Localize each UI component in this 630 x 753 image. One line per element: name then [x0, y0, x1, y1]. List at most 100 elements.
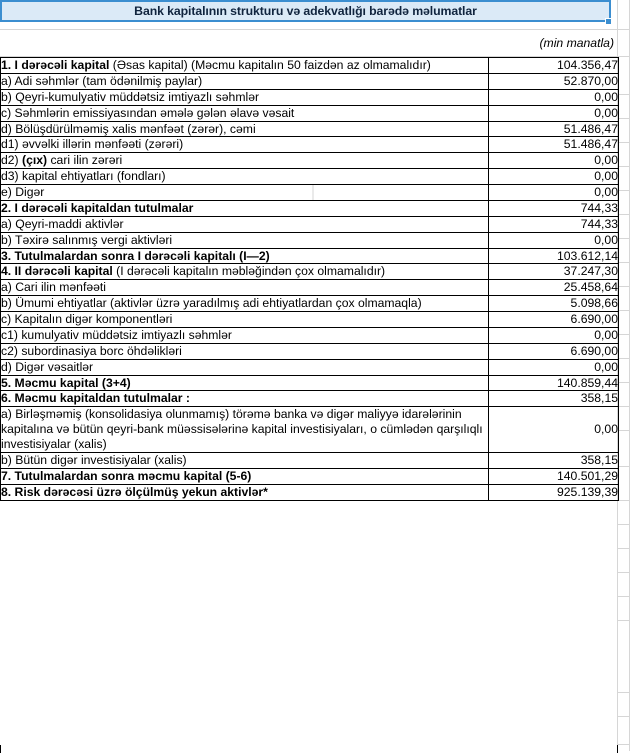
row-value-cell[interactable]: 0,00	[488, 358, 619, 376]
row-value-cell[interactable]: 744,33	[488, 199, 619, 217]
row-label-prefix: 1. I dərəcəli kapital	[1, 58, 110, 72]
row-label-cell[interactable]: c2) subordinasiya borc öhdəlikləri	[0, 342, 489, 360]
row-label-cell[interactable]: a) Qeyri-maddi aktivlər	[0, 215, 489, 233]
row-value-cell[interactable]: 104.356,47	[488, 57, 619, 74]
row-label-cell[interactable]: d) Digər vəsaitlər	[0, 358, 489, 376]
row-value: 0,00	[594, 359, 618, 374]
row-value-cell[interactable]: 358,15	[488, 390, 619, 408]
table-row: e) Digər 0,00	[0, 184, 619, 201]
row-label-prefix: 4. II dərəcəli kapital	[1, 264, 113, 279]
row-value-cell[interactable]: 140.859,44	[488, 374, 619, 392]
row-value-cell[interactable]: 103.612,14	[488, 247, 619, 265]
table-row: d2) (çıx) cari ilin zərəri 0,00	[0, 152, 619, 170]
row-value: 0,00	[594, 105, 618, 120]
row-label-prefix: 6. Məcmu kapitaldan tutulmalar :	[1, 391, 190, 406]
row-label-rest: (Əsas kapital) (Məcmu kapitalın 50 faizd…	[109, 58, 431, 72]
row-label-cell[interactable]: d1) əvvəlki illərin mənfəəti (zərəri)	[0, 136, 489, 154]
row-value-cell[interactable]: 744,33	[488, 215, 619, 233]
row-label-cell[interactable]: 6. Məcmu kapitaldan tutulmalar :	[0, 390, 489, 408]
table-row: 2. I dərəcəli kapitaldan tutulmalar 744,3…	[0, 199, 619, 217]
row-value-cell[interactable]: 52.870,00	[488, 72, 619, 90]
table-row: c2) subordinasiya borc öhdəlikləri 6.690,…	[0, 342, 619, 360]
units-row: (min manatla)	[0, 30, 618, 56]
table-row: b) Qeyri-kumulyativ müddətsiz imtiyazlı …	[0, 88, 619, 106]
row-value-cell[interactable]: 6.690,00	[488, 342, 619, 360]
row-value-cell[interactable]: 25.458,64	[488, 279, 619, 297]
row-value: 925.139,39	[557, 484, 618, 499]
row-value: 6.690,00	[570, 343, 618, 358]
row-label-prefix: e) Digər	[1, 185, 45, 199]
row-value-cell[interactable]: 358,15	[488, 451, 619, 469]
page-title: Bank kapitalının strukturu və adekvatlığ…	[134, 4, 477, 18]
row-value-cell[interactable]: 0,00	[488, 104, 619, 122]
row-label-prefix: 5. Məcmu kapital (3+4)	[1, 375, 131, 390]
table-row: c1) kumulyativ müddətsiz imtiyazlı səhml…	[0, 326, 619, 344]
row-value: 51.486,47	[563, 137, 618, 152]
row-label-cell[interactable]: 1. I dərəcəli kapital (Əsas kapital) (Mə…	[0, 57, 489, 74]
row-value: 0,00	[594, 185, 618, 199]
row-label-cell[interactable]: b) Bütün digər investisiyalar (xalis)	[0, 451, 489, 469]
row-label-prefix: a) Adi səhmlər (tam ödənilmiş paylar)	[1, 73, 203, 88]
row-label-prefix: 2. I dərəcəli kapitaldan tutulmalar	[1, 200, 194, 215]
row-label-cell[interactable]: d3) kapital ehtiyatları (fondları)	[0, 168, 489, 185]
row-value-cell[interactable]: 0,00	[488, 88, 619, 106]
row-label-cell[interactable]: b) Ümumi ehtiyatlar (aktivlər üzrə yarad…	[0, 295, 489, 312]
row-label-cell[interactable]: b) Qeyri-kumulyativ müddətsiz imtiyazlı …	[0, 88, 489, 106]
row-label-prefix: a) Cari ilin mənfəəti	[1, 280, 106, 295]
table-row: a) Cari ilin mənfəəti 25.458,64	[0, 279, 619, 297]
row-label-cell[interactable]: c1) kumulyativ müddətsiz imtiyazlı səhml…	[0, 326, 489, 344]
row-value-cell[interactable]: 51.486,47	[488, 120, 619, 138]
table-row: a) Qeyri-maddi aktivlər 744,33	[0, 215, 619, 233]
row-value-cell[interactable]: 0,00	[488, 184, 619, 201]
row-label-rest: (I dərəcəli kapitalın məbləğindən çox ol…	[112, 264, 386, 279]
row-value-cell[interactable]: 37.247,30	[488, 263, 619, 281]
row-label-cell[interactable]: 8. Risk dərəcəsi üzrə ölçülmüş yekun akt…	[0, 483, 489, 501]
row-label-prefix: d1) əvvəlki illərin mənfəəti (zərəri)	[1, 137, 184, 152]
row-label-cell[interactable]: 7. Tutulmalardan sonra məcmu kapital (5-…	[0, 467, 489, 485]
report-title-cell[interactable]: Bank kapitalının strukturu və adekvatlığ…	[0, 0, 611, 22]
row-value: 744,33	[580, 200, 618, 215]
row-label-cell[interactable]: c) Kapitalın digər komponentləri	[0, 311, 489, 328]
table-row: 1. I dərəcəli kapital (Əsas kapital) (Mə…	[0, 57, 619, 74]
table-row: b) Bütün digər investisiyalar (xalis) 358…	[0, 451, 619, 469]
row-label-cell[interactable]: a) Cari ilin mənfəəti	[0, 279, 489, 297]
row-value: 6.690,00	[570, 312, 618, 326]
row-value: 103.612,14	[557, 248, 618, 263]
row-label-cell[interactable]: a) Birləşməmiş (konsolidasiya olunmamış)…	[0, 406, 489, 453]
row-label-prefix: b) Bütün digər investisiyalar (xalis)	[1, 452, 187, 467]
row-label-cell[interactable]: 4. II dərəcəli kapital (I dərəcəli kapit…	[0, 263, 489, 281]
row-value-cell[interactable]: 0,00	[488, 231, 619, 249]
row-label-cell[interactable]: c) Səhmlərin emissiyasından əmələ gələn …	[0, 104, 489, 122]
row-label-prefix: c) Kapitalın digər komponentləri	[1, 312, 173, 326]
row-label-prefix: a) Birləşməmiş (konsolidasiya olunmamış)…	[1, 407, 483, 451]
table-row: 3. Tutulmalardan sonra I dərəcəli kapita…	[0, 247, 619, 265]
selection-fill-handle[interactable]	[605, 18, 612, 25]
row-value-cell[interactable]: 0,00	[488, 152, 619, 170]
row-label-cell[interactable]: 5. Məcmu kapital (3+4)	[0, 374, 489, 392]
row-value-cell[interactable]: 0,00	[488, 326, 619, 344]
row-value: 0,00	[594, 169, 618, 184]
row-value: 25.458,64	[563, 280, 618, 295]
row-value-cell[interactable]: 140.501,29	[488, 467, 619, 485]
row-value: 358,15	[580, 391, 618, 406]
row-label-cell[interactable]: e) Digər	[0, 184, 489, 201]
row-label-cell[interactable]: 3. Tutulmalardan sonra I dərəcəli kapita…	[0, 247, 489, 265]
row-label-cell[interactable]: d2) (çıx) cari ilin zərəri	[0, 152, 489, 170]
row-label-cell[interactable]: 2. I dərəcəli kapitaldan tutulmalar	[0, 199, 489, 217]
table-row: a) Adi səhmlər (tam ödənilmiş paylar) 52.…	[0, 72, 619, 90]
row-value-cell[interactable]: 51.486,47	[488, 136, 619, 154]
table-row: b) Ümumi ehtiyatlar (aktivlər üzrə yarad…	[0, 295, 619, 312]
row-label-prefix: d) Digər vəsaitlər	[1, 359, 94, 374]
row-label-cell[interactable]: b) Təxirə salınmış vergi aktivləri	[0, 231, 489, 249]
row-value: 0,00	[594, 153, 618, 168]
row-value-cell[interactable]: 925.139,39	[488, 483, 619, 501]
table-row: d) Bölüşdürülməmiş xalis mənfəət (zərər)…	[0, 120, 619, 138]
row-value-cell[interactable]: 5.098,66	[488, 295, 619, 312]
row-label-prefix: d3) kapital ehtiyatları (fondları)	[1, 169, 166, 184]
row-label-cell[interactable]: d) Bölüşdürülməmiş xalis mənfəət (zərər)…	[0, 120, 489, 138]
row-value-cell[interactable]: 0,00	[488, 168, 619, 185]
row-label-prefix: b) Ümumi ehtiyatlar (aktivlər üzrə yarad…	[1, 296, 422, 311]
row-label-cell[interactable]: a) Adi səhmlər (tam ödənilmiş paylar)	[0, 72, 489, 90]
row-value-cell[interactable]: 0,00	[488, 406, 619, 453]
row-value-cell[interactable]: 6.690,00	[488, 311, 619, 328]
